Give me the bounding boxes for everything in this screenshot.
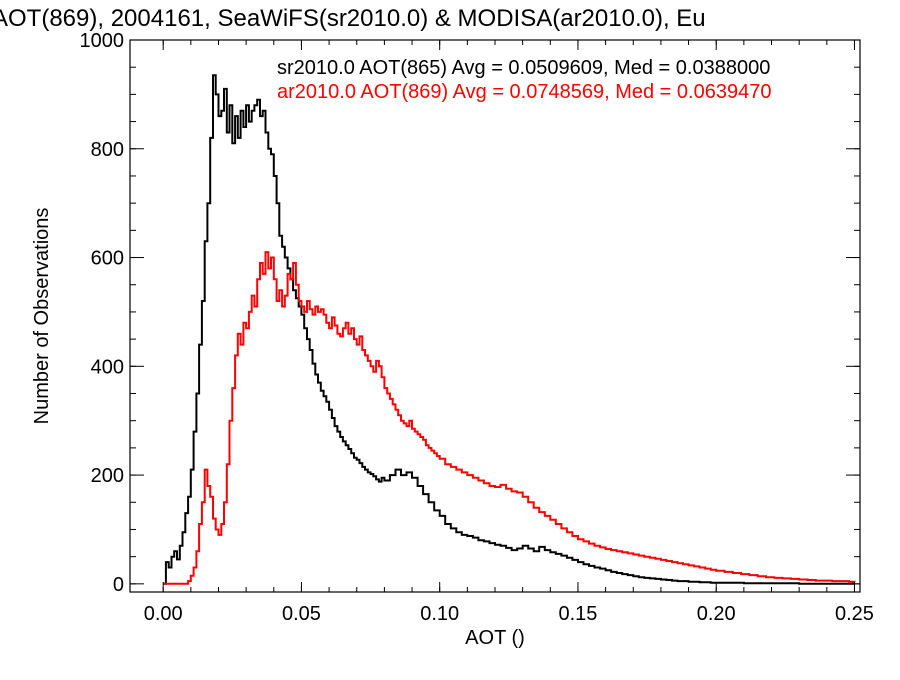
legend-entry-sr2010: sr2010.0 AOT(865) Avg = 0.0509609, Med =…: [277, 57, 770, 79]
y-tick-label: 400: [91, 356, 124, 378]
x-tick-label: 0.15: [558, 603, 597, 625]
y-axis-label: Number of Observations: [31, 208, 53, 425]
y-tick-label: 1000: [80, 30, 125, 52]
y-tick-label: 800: [91, 139, 124, 161]
series-layer: [163, 74, 856, 585]
chart-title: AOT(869), 2004161, SeaWiFS(sr2010.0) & M…: [0, 5, 706, 32]
x-tick-label: 0.25: [835, 603, 874, 625]
x-axis-ticks: 0.00 0.05 0.10 0.15 0.20 0.25: [144, 40, 874, 625]
y-tick-label: 200: [91, 465, 124, 487]
y-tick-label: 600: [91, 248, 124, 270]
legend: sr2010.0 AOT(865) Avg = 0.0509609, Med =…: [277, 57, 771, 103]
x-tick-label: 0.10: [420, 603, 459, 625]
x-axis-label: AOT (): [465, 627, 525, 649]
legend-entry-ar2010: ar2010.0 AOT(869) Avg = 0.0748569, Med =…: [277, 81, 771, 103]
series-line-1: [163, 251, 856, 585]
x-tick-label: 0.00: [144, 603, 183, 625]
y-tick-label: 0: [113, 574, 124, 596]
series-line-0: [163, 74, 855, 585]
plot-border: [129, 39, 861, 593]
x-tick-label: 0.20: [697, 603, 736, 625]
x-tick-label: 0.05: [282, 603, 321, 625]
y-axis-ticks: 0 200 400 600 800 1000: [80, 30, 860, 596]
plot-frame: [129, 39, 861, 593]
